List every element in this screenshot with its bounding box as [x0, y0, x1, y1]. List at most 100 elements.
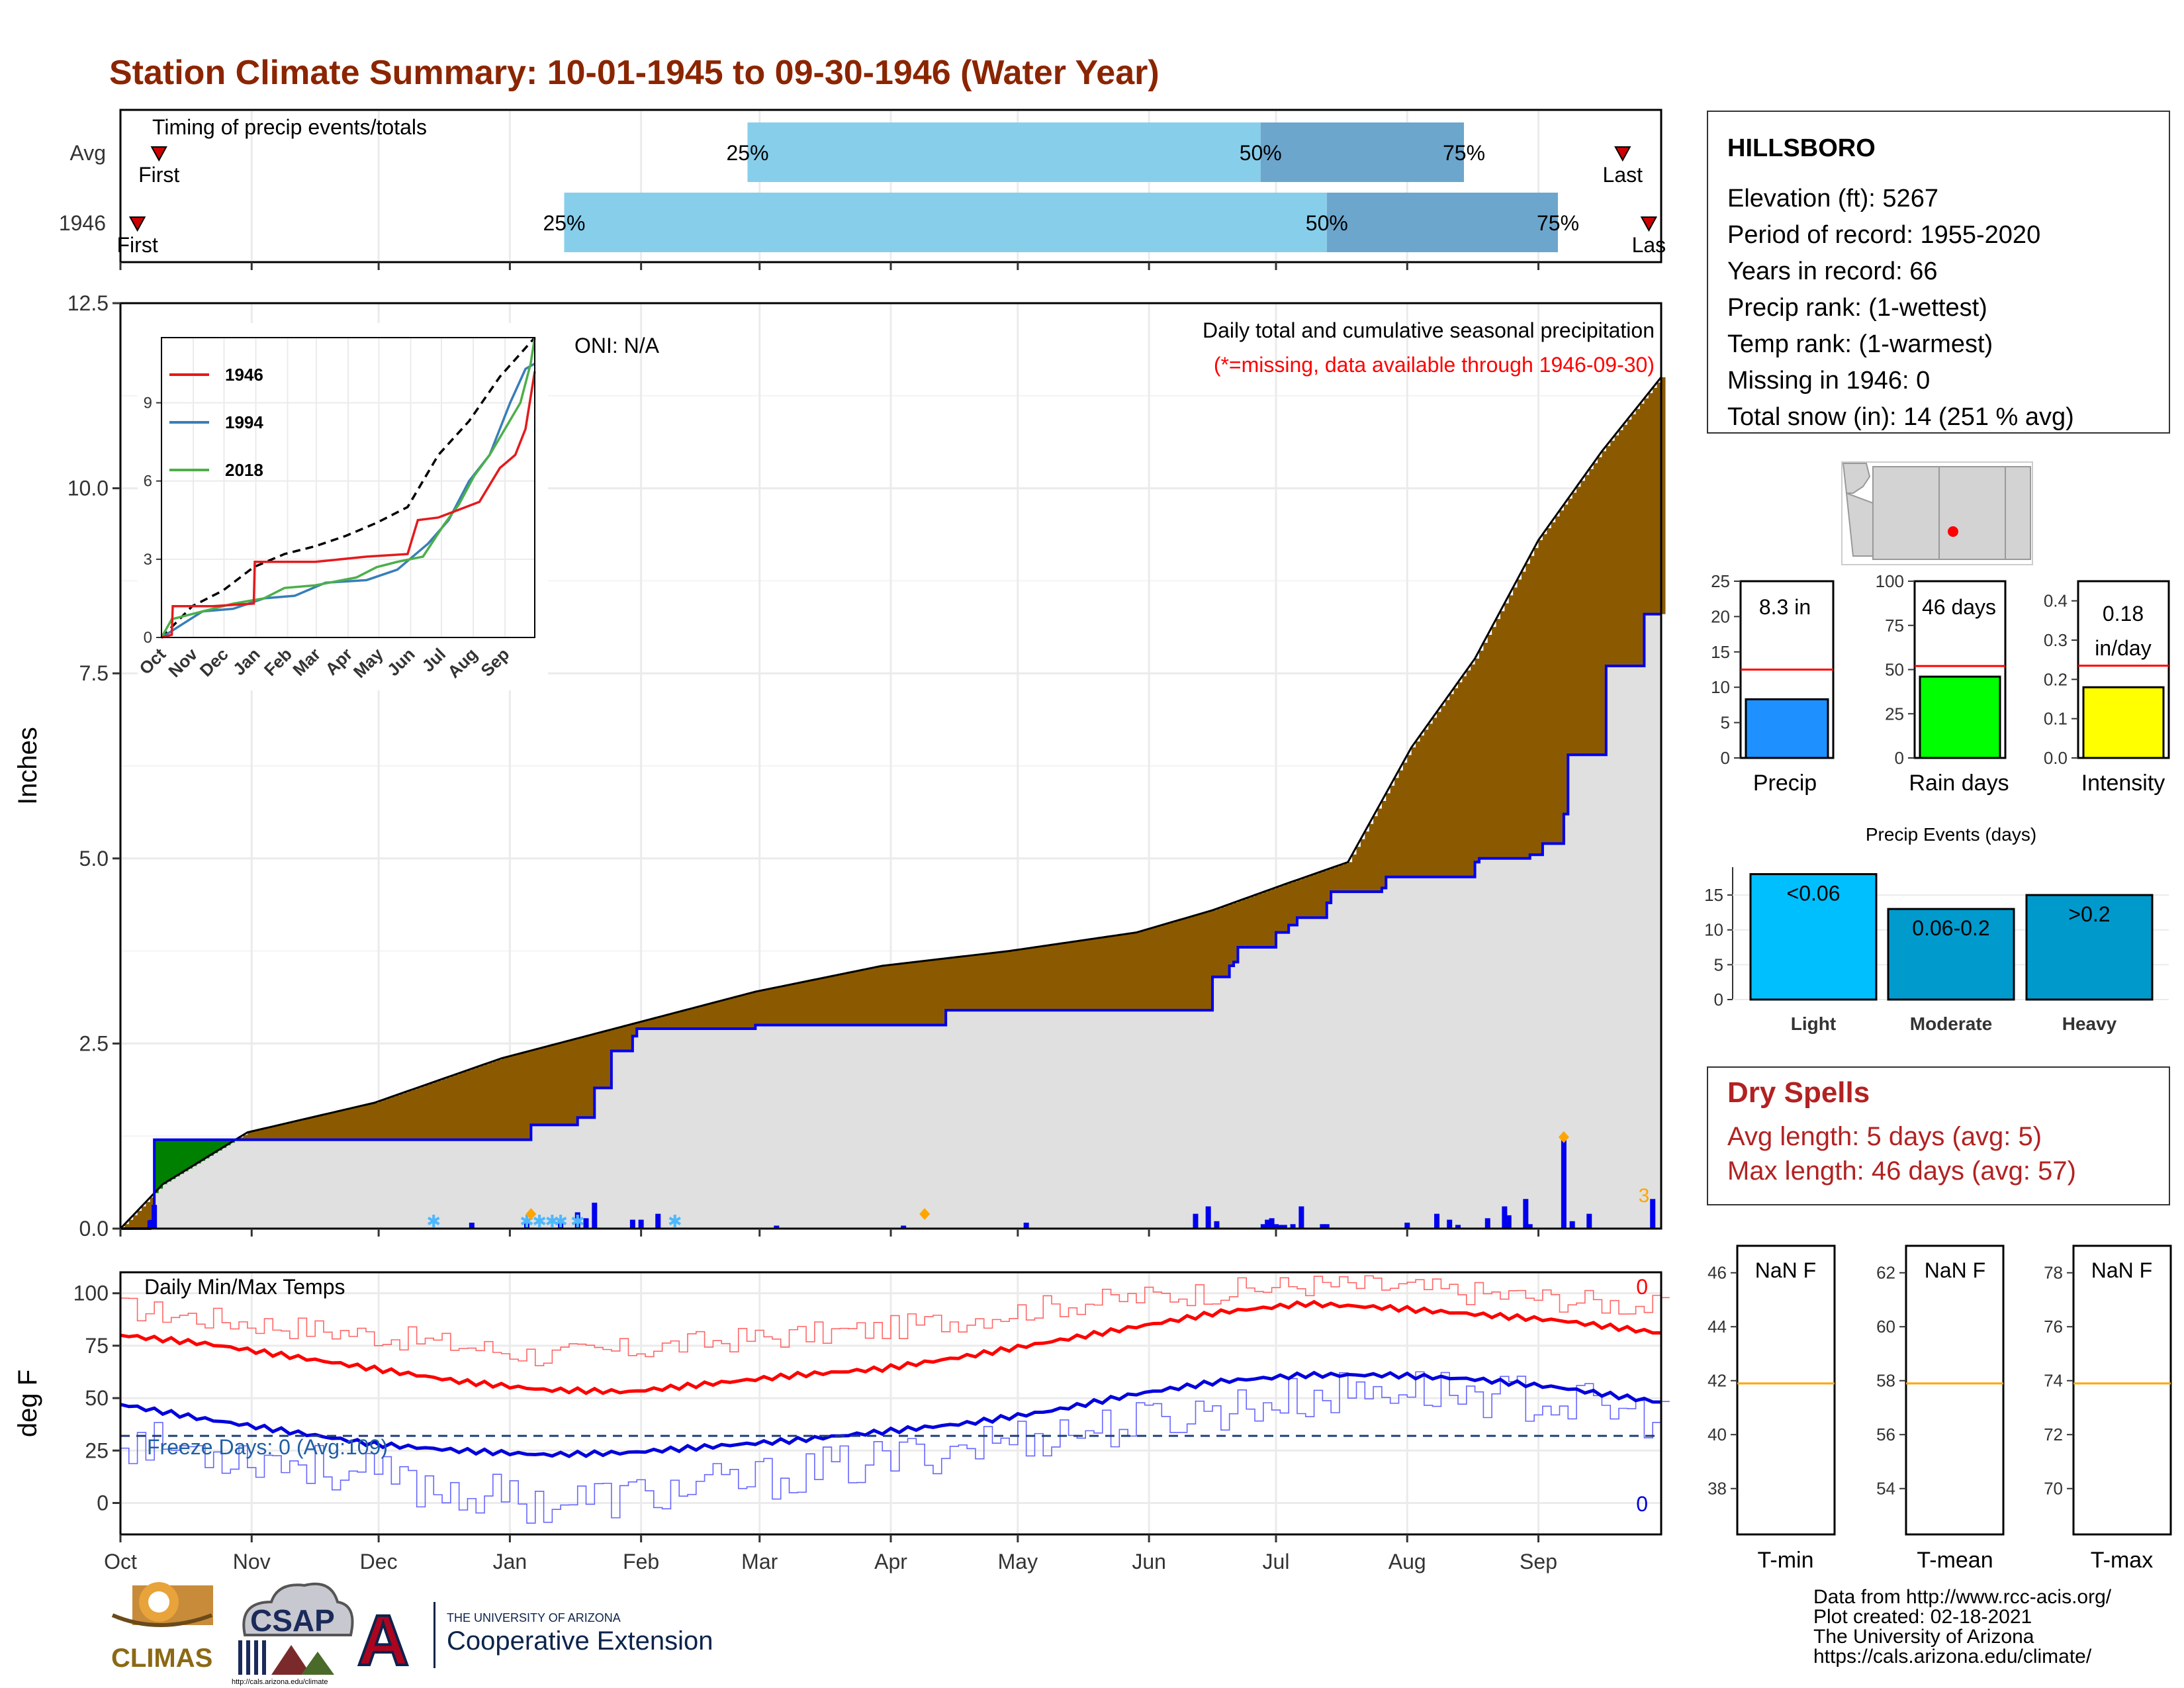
month-label: Jul — [1263, 1550, 1290, 1573]
daily-precip-bar — [901, 1225, 907, 1229]
timing-caption: Timing of precip events/totals — [152, 115, 427, 139]
mini-chart-value: 46 days — [1922, 595, 1996, 619]
daily-precip-bar — [558, 1223, 564, 1229]
csap-wordmark: CSAP — [250, 1603, 335, 1638]
events-bar — [1887, 908, 2015, 1001]
ua-title: THE UNIVERSITY OF ARIZONA — [447, 1611, 621, 1624]
station-name: HILLSBORO — [1727, 134, 1876, 162]
snow-day-marker: ✱ — [570, 1211, 585, 1231]
first-event-marker — [128, 216, 146, 232]
events-title: Precip Events (days) — [1866, 824, 2036, 845]
station-box: HILLSBORO Elevation (ft): 5267 Period of … — [1707, 111, 2170, 434]
average-cumulative-line — [119, 376, 1662, 1230]
inset-series-1946 — [161, 371, 536, 639]
mini-chart-bar — [1919, 675, 2001, 759]
precip-ytick-label: 10.0 — [68, 477, 109, 500]
mini-chart-label: Intensity — [2081, 771, 2165, 796]
daily-precip-bar — [1527, 1224, 1533, 1229]
inset-series-2018 — [160, 337, 536, 638]
temp-box-tick-label: 40 — [1707, 1425, 1727, 1444]
mini-chart-tick-label: 100 — [1876, 571, 1904, 591]
timing-bar-25-50 — [747, 122, 1261, 182]
temp-box-tick-label: 38 — [1707, 1479, 1727, 1499]
station-info-line: Elevation (ft): 5267 — [1727, 185, 1938, 212]
daily-precip-bar — [1205, 1206, 1211, 1229]
dry-spells-avg: Avg length: 5 days (avg: 5) — [1727, 1122, 2042, 1151]
ua-logo: A THE UNIVERSITY OF ARIZONA Cooperative … — [356, 1599, 713, 1681]
event-count-label: 3 — [1639, 1185, 1650, 1207]
temp-box-frame — [2072, 1244, 2172, 1536]
daily-precip-bar — [1298, 1206, 1304, 1229]
max-exceed-count: 0 — [1636, 1275, 1648, 1299]
temp-ytick-label: 0 — [97, 1491, 109, 1515]
daily-precip-bar — [1193, 1213, 1199, 1229]
timing-row-label: Avg — [69, 141, 106, 165]
daily-precip-bar — [1523, 1199, 1529, 1229]
temp-ytick-label: 75 — [85, 1334, 109, 1358]
daily-precip-bar — [1455, 1225, 1461, 1229]
credit-line-4: https://cals.arizona.edu/climate/ — [1813, 1646, 2092, 1667]
max-event-diamond — [919, 1208, 931, 1220]
month-label: Feb — [623, 1550, 659, 1573]
mini-chart-value: 0.18 — [2103, 602, 2144, 626]
dry-spells-max: Max length: 46 days (avg: 57) — [1727, 1156, 2076, 1186]
first-event-label: First — [117, 233, 158, 257]
daily-precip-bar — [1484, 1218, 1490, 1229]
daily-precip-bar — [1269, 1218, 1275, 1229]
climas-logo: CLIMAS — [111, 1582, 213, 1673]
mini-chart-tick-label: 0.0 — [2044, 748, 2068, 768]
inset-average-line — [160, 336, 536, 639]
inset-frame-border — [161, 337, 535, 638]
events-tick-label: 10 — [1704, 920, 1723, 940]
ua-letter-logo: A — [357, 1600, 409, 1680]
mini-chart-bar — [1745, 698, 1829, 759]
mini-chart-tick-label: 25 — [1885, 704, 1904, 724]
month-label: Sep — [1520, 1550, 1557, 1573]
precip-subtitle: Daily total and cumulative seasonal prec… — [1203, 318, 1655, 342]
temp-box-tick-label: 76 — [2044, 1317, 2063, 1336]
precip-events-panel: Precip Events (days) 0 5 10 15 <0.06 Light 0.06… — [1704, 824, 2169, 1034]
temp-box-tick-label: 70 — [2044, 1479, 2063, 1499]
cumulative-base-area — [120, 614, 1661, 1229]
daily-precip-bar — [629, 1219, 635, 1229]
events-category-label: Light — [1791, 1013, 1836, 1034]
last-event-label: Last — [1603, 163, 1643, 187]
station-info-line: Precip rank: (1-wettest) — [1727, 294, 1987, 322]
daily-precip-bar — [1214, 1221, 1220, 1229]
credit-line-1: Data from http://www.rcc-acis.org/ — [1813, 1586, 2112, 1608]
oni-label: ONI: N/A — [574, 334, 660, 357]
freeze-days-label: Freeze Days: 0 (Avg:109) — [147, 1435, 388, 1459]
daily-precip-bar — [774, 1225, 780, 1229]
locator-map — [1841, 461, 2033, 565]
average-max-temp-line — [120, 1299, 1662, 1395]
daily-precip-bar — [1320, 1224, 1326, 1229]
events-bar-label: 0.06-0.2 — [1912, 916, 1989, 940]
temp-box-tick-label: 58 — [1876, 1371, 1895, 1391]
month-axis: Oct Nov Dec Jan Feb Mar Apr May Jun Jul Aug Sep — [104, 1550, 1557, 1573]
temp-ytick-label: 25 — [85, 1438, 109, 1462]
daily-precip-bar — [1561, 1139, 1567, 1229]
precip-ytick-label: 5.0 — [79, 847, 109, 870]
month-label: Oct — [104, 1550, 137, 1573]
mini-chart-tick-label: 0.4 — [2044, 591, 2068, 611]
timing-bar-50-75 — [1260, 122, 1465, 182]
daily-precip-bar — [1569, 1221, 1575, 1229]
events-bar — [2025, 894, 2154, 1001]
daily-precip-bar — [1273, 1224, 1279, 1229]
page-title: Station Climate Summary: 10-01-1945 to 0… — [109, 54, 1160, 92]
average-min-temp-line — [120, 1370, 1662, 1458]
temp-box-tick-label: 54 — [1876, 1479, 1895, 1499]
events-bar-label: >0.2 — [2068, 902, 2110, 926]
daily-precip-bar — [592, 1202, 598, 1229]
snow-day-marker: ✱ — [545, 1211, 559, 1231]
climas-wordmark: CLIMAS — [111, 1644, 212, 1673]
timing-p75-label: 75% — [1537, 211, 1579, 235]
last-event-marker — [1614, 146, 1631, 162]
daily-precip-bar — [638, 1219, 644, 1229]
inset-ytick-label: 0 — [144, 629, 152, 647]
daily-precip-bar — [1281, 1225, 1287, 1229]
snow-day-marker: ✱ — [532, 1211, 547, 1231]
daily-precip-bar — [152, 1205, 158, 1229]
daily-precip-bar — [1290, 1224, 1296, 1229]
